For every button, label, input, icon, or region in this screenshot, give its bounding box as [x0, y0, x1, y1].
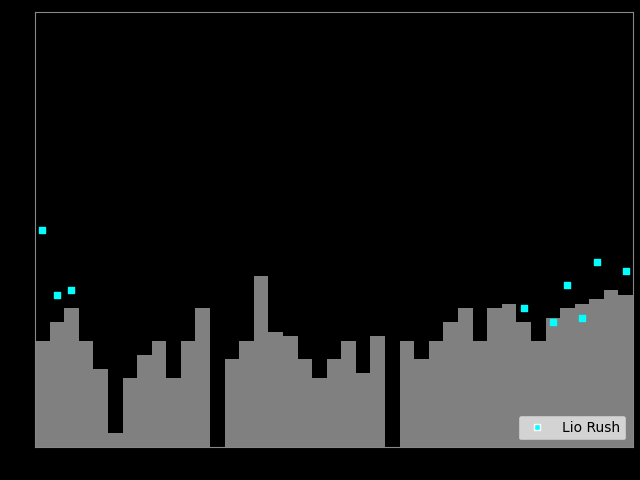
Bar — [472, 341, 487, 447]
Point — [37, 226, 47, 234]
Bar — [502, 304, 516, 447]
Bar — [181, 341, 195, 447]
Bar — [254, 276, 268, 447]
Point — [591, 258, 602, 266]
Bar — [560, 309, 575, 447]
Point — [563, 281, 573, 289]
Bar — [79, 341, 93, 447]
Bar — [414, 360, 429, 447]
Bar — [545, 318, 560, 447]
Bar — [399, 341, 414, 447]
Bar — [93, 369, 108, 447]
Point — [548, 319, 558, 326]
Bar — [152, 341, 166, 447]
Point — [67, 286, 77, 294]
Bar — [444, 323, 458, 447]
Bar — [487, 309, 502, 447]
Legend: Lio Rush: Lio Rush — [518, 415, 626, 440]
Point — [621, 268, 631, 276]
Bar — [108, 433, 122, 447]
Bar — [49, 323, 64, 447]
Bar — [327, 360, 341, 447]
Bar — [239, 341, 254, 447]
Bar — [122, 378, 137, 447]
Bar — [604, 290, 618, 447]
Bar — [618, 295, 633, 447]
Bar — [371, 336, 385, 447]
Bar — [458, 309, 472, 447]
Bar — [356, 373, 371, 447]
Bar — [589, 299, 604, 447]
Bar — [35, 341, 49, 447]
Bar — [575, 304, 589, 447]
Bar — [268, 332, 283, 447]
Bar — [341, 341, 356, 447]
Bar — [531, 341, 545, 447]
Bar — [283, 336, 298, 447]
Bar — [298, 360, 312, 447]
Point — [577, 314, 587, 322]
Bar — [312, 378, 327, 447]
Point — [52, 291, 62, 299]
Bar — [64, 309, 79, 447]
Bar — [137, 355, 152, 447]
Point — [518, 305, 529, 312]
Bar — [225, 360, 239, 447]
Bar — [516, 323, 531, 447]
Bar — [429, 341, 444, 447]
Bar — [166, 378, 181, 447]
Bar — [195, 309, 210, 447]
